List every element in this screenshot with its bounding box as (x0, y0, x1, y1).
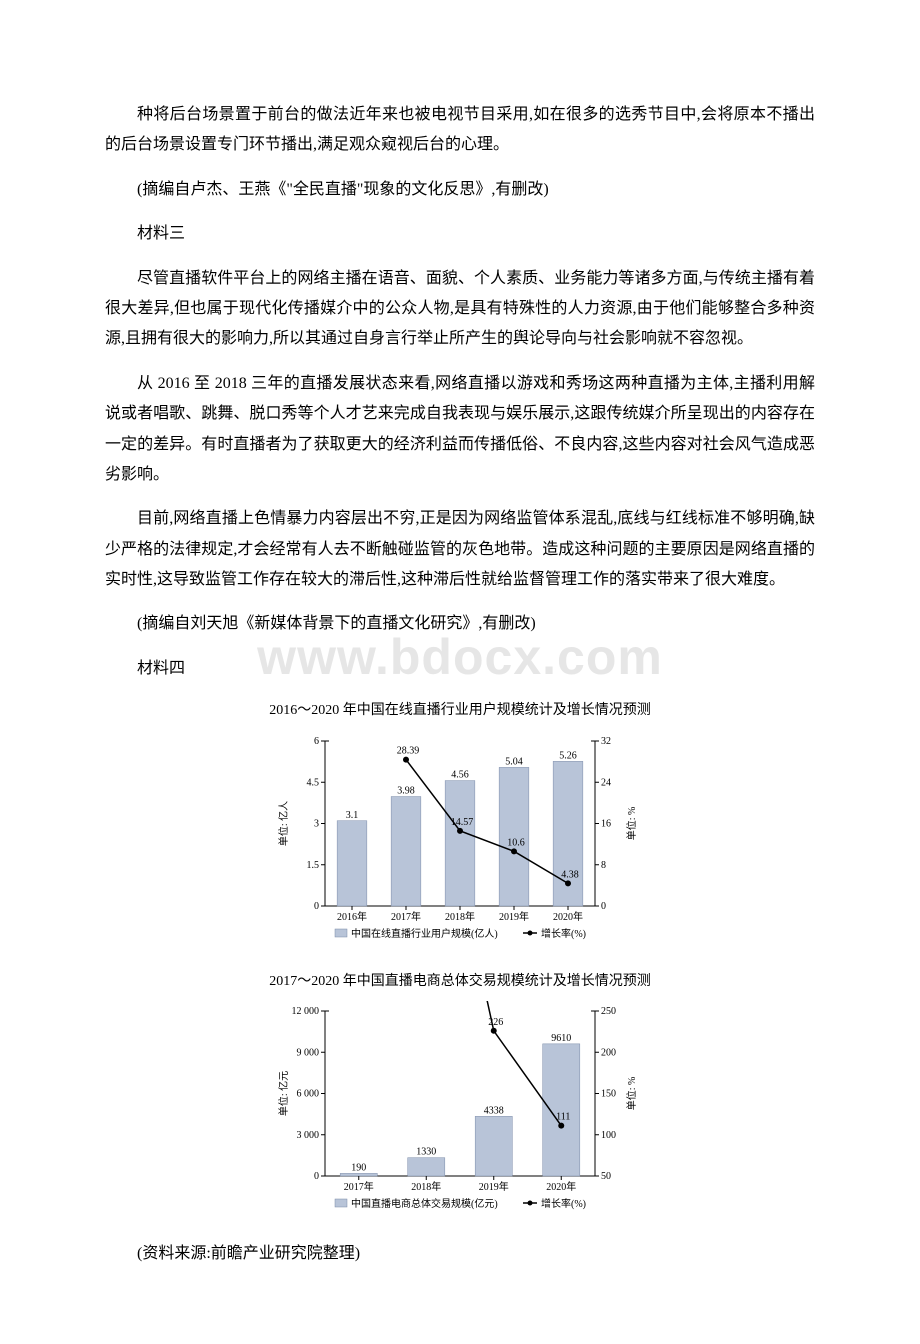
chart-1-title: 2016～2020 年中国在线直播行业用户规模统计及增长情况预测 (105, 698, 815, 725)
material-4-heading: 材料四 (105, 654, 815, 684)
svg-text:200: 200 (601, 1048, 616, 1059)
svg-text:100: 100 (601, 1130, 616, 1141)
svg-text:2019年: 2019年 (499, 910, 529, 923)
svg-text:12 000: 12 000 (292, 1006, 320, 1017)
svg-text:2018年: 2018年 (411, 1180, 441, 1193)
svg-text:2019年: 2019年 (479, 1180, 509, 1193)
svg-text:50: 50 (601, 1171, 611, 1182)
svg-text:0: 0 (314, 901, 319, 912)
svg-text:1.5: 1.5 (307, 860, 320, 871)
svg-text:9 000: 9 000 (297, 1048, 320, 1059)
chart-2-container: 2017～2020 年中国直播电商总体交易规模统计及增长情况预测 0 3 000 6… (105, 969, 815, 1222)
svg-text:28.39: 28.39 (397, 745, 420, 756)
svg-text:190: 190 (351, 1163, 366, 1174)
svg-text:2017年: 2017年 (344, 1180, 374, 1193)
paragraph: 从 2016 至 2018 三年的直播发展状态来看,网络直播以游戏和秀场这两种直… (105, 369, 815, 491)
svg-text:226: 226 (488, 1017, 503, 1028)
paragraph: 尽管直播软件平台上的网络主播在语音、面貌、个人素质、业务能力等诸多方面,与传统主… (105, 264, 815, 355)
svg-text:单位: 亿人: 单位: 亿人 (277, 801, 290, 846)
svg-text:4.38: 4.38 (561, 869, 579, 880)
svg-text:中国在线直播行业用户规模(亿人): 中国在线直播行业用户规模(亿人) (351, 927, 498, 940)
svg-text:6: 6 (314, 736, 319, 747)
svg-text:2020年: 2020年 (546, 1180, 576, 1193)
svg-text:32: 32 (601, 736, 611, 747)
svg-text:5.26: 5.26 (559, 750, 577, 761)
svg-text:3: 3 (314, 818, 319, 829)
svg-text:3 000: 3 000 (297, 1130, 320, 1141)
svg-text:0: 0 (314, 1171, 319, 1182)
svg-text:4.56: 4.56 (451, 769, 469, 780)
document-body: 种将后台场景置于前台的做法近年来也被电视节目采用,如在很多的选秀节目中,会将原本… (105, 100, 815, 1270)
svg-text:2020年: 2020年 (553, 910, 583, 923)
svg-text:单位: %: 单位: % (625, 1077, 638, 1111)
chart-source: (资料来源:前瞻产业研究院整理) (105, 1239, 815, 1269)
chart-1-container: 2016～2020 年中国在线直播行业用户规模统计及增长情况预测 0 1.5 3 4.… (105, 698, 815, 951)
svg-text:1330: 1330 (416, 1147, 436, 1158)
svg-text:24: 24 (601, 777, 611, 788)
svg-text:单位: %: 单位: % (625, 807, 638, 841)
svg-text:3.98: 3.98 (397, 785, 415, 796)
source-citation: (摘编自卢杰、王燕《"全民直播"现象的文化反思》,有删改) (105, 175, 815, 205)
svg-text:单位: 亿元: 单位: 亿元 (277, 1071, 290, 1116)
svg-text:增长率(%): 增长率(%) (541, 1197, 586, 1210)
svg-text:0: 0 (601, 901, 606, 912)
svg-text:8: 8 (601, 860, 606, 871)
source-citation: (摘编自刘天旭《新媒体背景下的直播文化研究》,有删改) (105, 609, 815, 639)
svg-text:10.6: 10.6 (507, 837, 525, 848)
svg-text:111: 111 (556, 1112, 570, 1123)
svg-text:3.1: 3.1 (346, 810, 359, 821)
paragraph: 种将后台场景置于前台的做法近年来也被电视节目采用,如在很多的选秀节目中,会将原本… (105, 100, 815, 161)
svg-text:150: 150 (601, 1089, 616, 1100)
svg-text:2018年: 2018年 (445, 910, 475, 923)
svg-text:2016年: 2016年 (337, 910, 367, 923)
chart-2-title: 2017～2020 年中国直播电商总体交易规模统计及增长情况预测 (105, 969, 815, 996)
chart-2-svg: 0 3 000 6 000 9 000 12 000 50 100 150 200 250 单位: … (270, 1001, 650, 1221)
svg-text:中国直播电商总体交易规模(亿元): 中国直播电商总体交易规模(亿元) (351, 1197, 498, 1210)
svg-text:2017年: 2017年 (391, 910, 421, 923)
paragraph: 目前,网络直播上色情暴力内容层出不穷,正是因为网络监管体系混乱,底线与红线标准不… (105, 504, 815, 595)
svg-text:增长率(%): 增长率(%) (541, 927, 586, 940)
chart-1-svg: 01.534.5608162432单位: 亿人单位: %3.12016年3.98… (270, 731, 650, 951)
material-3-heading: 材料三 (105, 219, 815, 249)
svg-text:16: 16 (601, 818, 611, 829)
svg-text:250: 250 (601, 1006, 616, 1017)
svg-text:9610: 9610 (551, 1033, 571, 1044)
svg-text:6 000: 6 000 (297, 1089, 320, 1100)
svg-text:5.04: 5.04 (505, 756, 523, 767)
svg-text:14.57: 14.57 (451, 817, 474, 828)
svg-text:4.5: 4.5 (307, 777, 320, 788)
svg-text:4338: 4338 (484, 1106, 504, 1117)
